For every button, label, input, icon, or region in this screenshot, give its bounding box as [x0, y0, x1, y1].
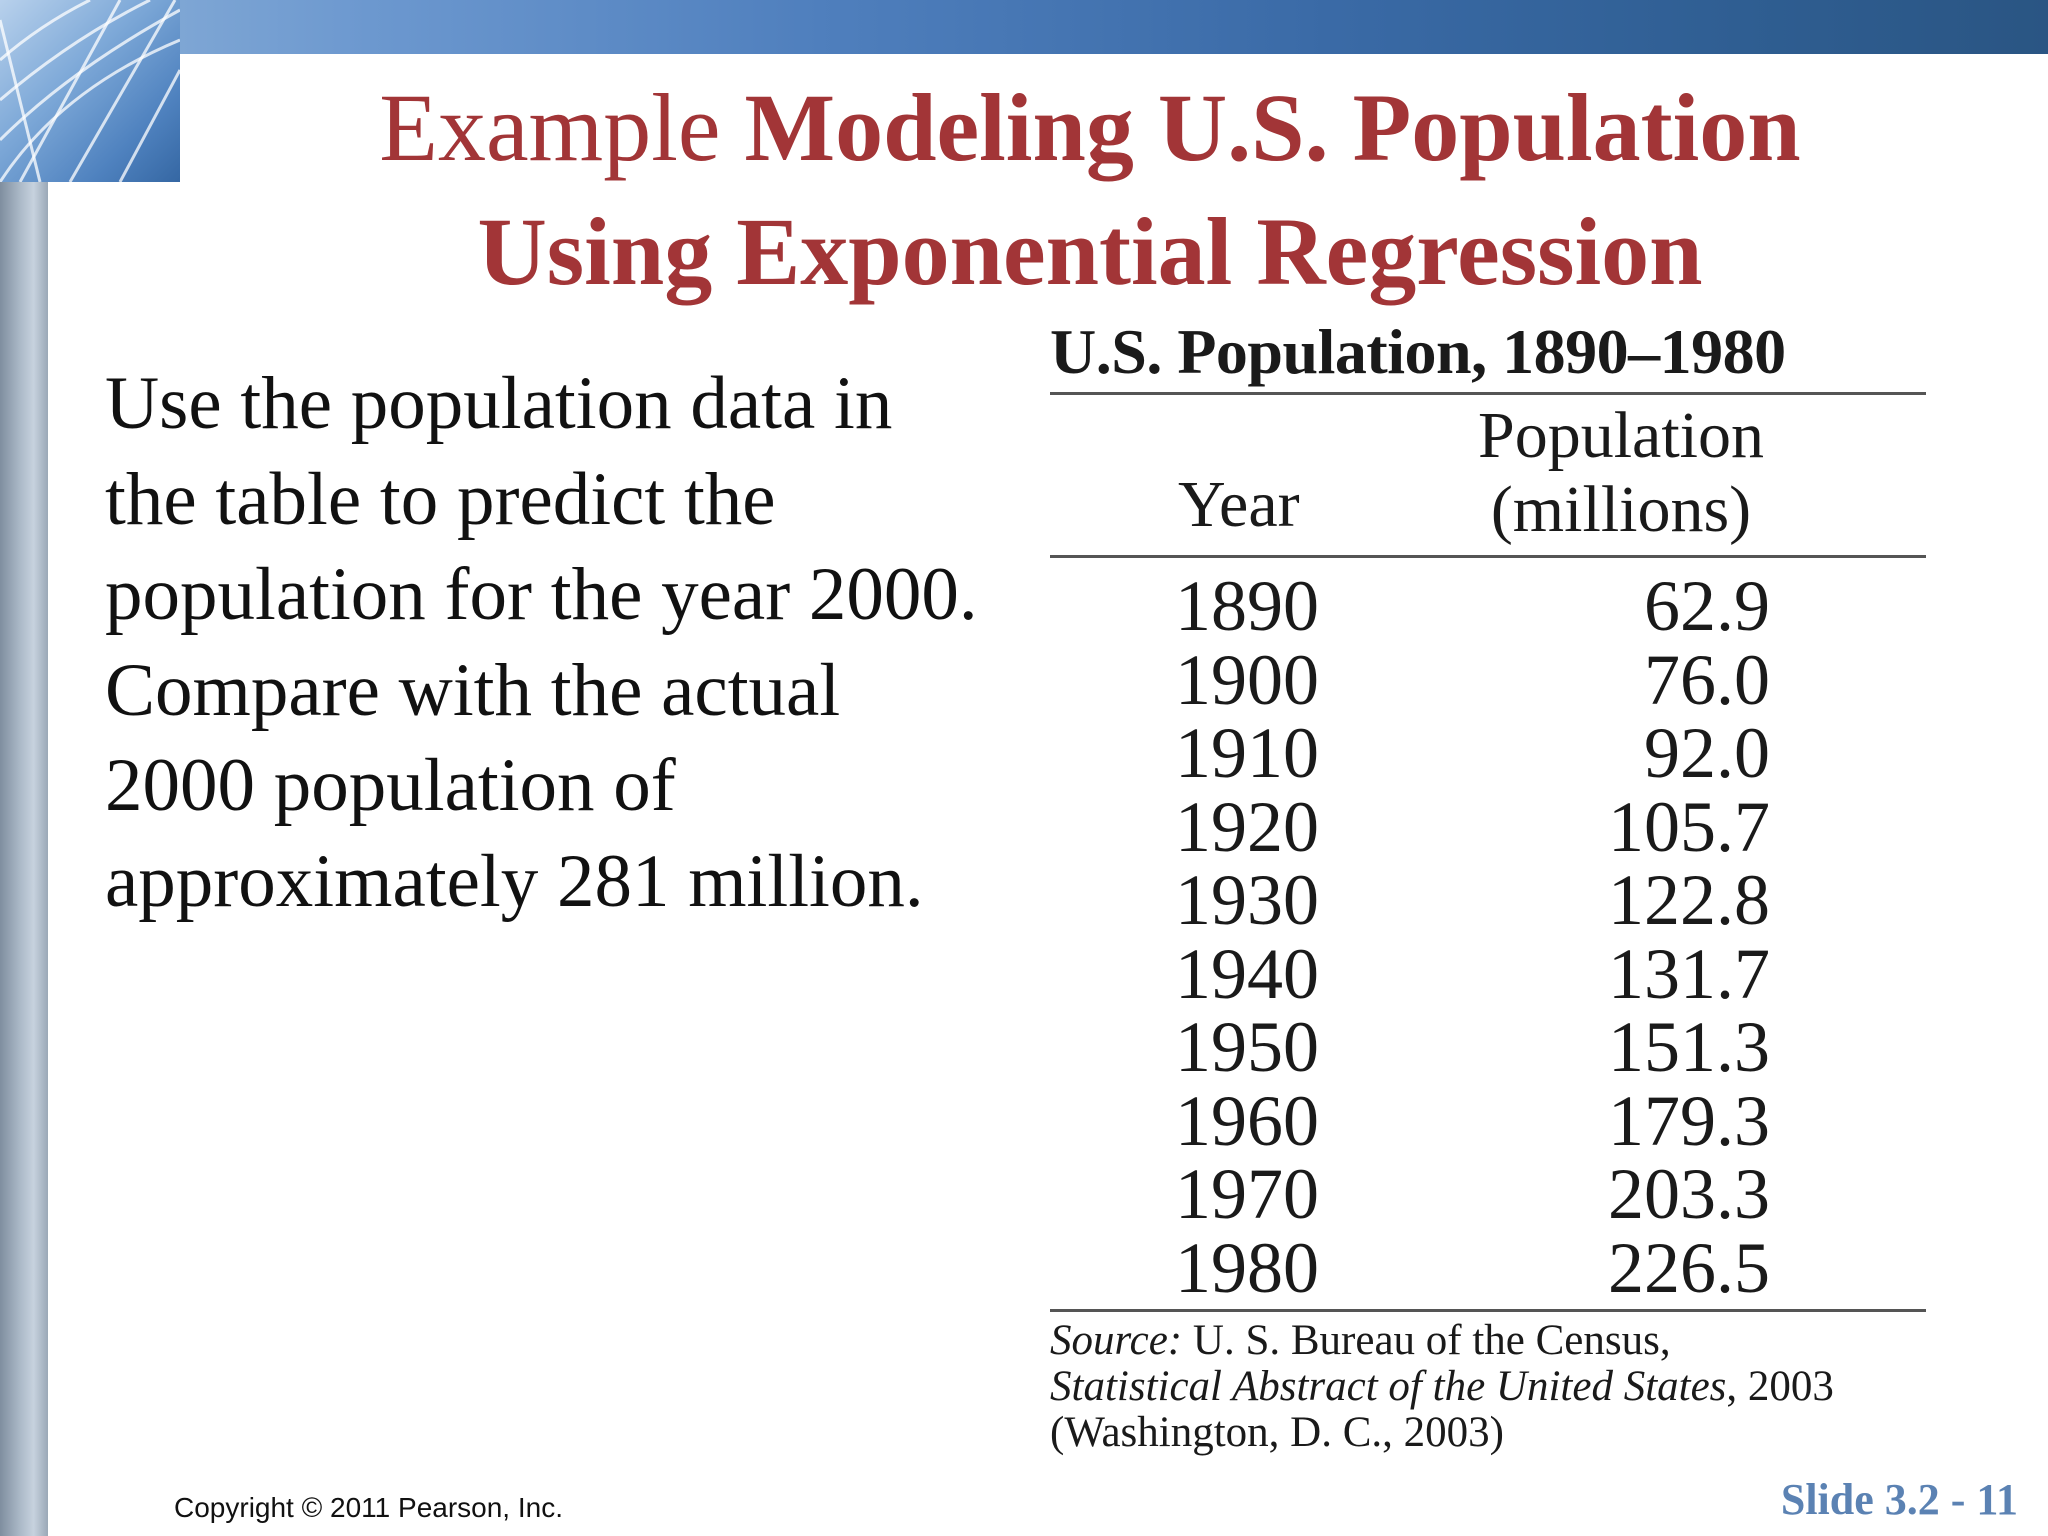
row-population: 62.9 [1644, 566, 1770, 646]
row-population: 131.7 [1608, 933, 1770, 1014]
row-population: 226.5 [1608, 1227, 1770, 1308]
title-line-1: Example Modeling U.S. Population [170, 66, 2010, 190]
table-row: 1960 179.3 [1050, 1080, 1926, 1161]
row-population: 76.0 [1644, 639, 1770, 720]
table-row: 1940 131.7 [1050, 933, 1926, 1014]
row-year: 1940 [1175, 933, 1319, 1014]
table-source: Source: U. S. Bureau of the Census, Stat… [1050, 1312, 1926, 1456]
row-year: 1920 [1175, 786, 1319, 867]
left-banner [0, 0, 48, 1536]
table-top-rule [1050, 392, 1926, 395]
copyright-notice: Copyright © 2011 Pearson, Inc. [174, 1492, 563, 1523]
source-publication: Statistical Abstract of the United State… [1050, 1363, 1727, 1410]
row-year: 1900 [1175, 639, 1319, 720]
header-population-line1: Population [1477, 399, 1764, 472]
corner-architecture-image [0, 0, 180, 182]
table-row: 1920 105.7 [1050, 786, 1926, 867]
table-row: 1930 122.8 [1050, 860, 1926, 940]
row-year: 1950 [1175, 1007, 1319, 1087]
header-year: Year [1178, 468, 1300, 541]
row-year: 1890 [1175, 566, 1319, 646]
header-population-line2: (millions) [1490, 473, 1752, 546]
table-row: 1950 151.3 [1050, 1007, 1926, 1087]
row-population: 151.3 [1608, 1007, 1770, 1087]
title-prefix: Example [379, 74, 721, 181]
header-population: Population (millions) [1456, 399, 1786, 547]
body-paragraph: Use the population data in the table to … [105, 362, 978, 923]
row-population: 203.3 [1608, 1154, 1770, 1234]
row-population: 105.7 [1608, 786, 1770, 867]
row-year: 1910 [1175, 713, 1319, 793]
table-body: 1890 62.9 1900 76.0 1910 92.0 1920 105.7 193… [1050, 558, 1926, 1309]
source-label: Source: [1050, 1317, 1183, 1364]
table-row: 1890 62.9 [1050, 566, 1926, 646]
source-line-1: Source: U. S. Bureau of the Census, [1050, 1318, 1926, 1364]
source-line-3: (Washington, D. C., 2003) [1050, 1409, 1504, 1456]
title-line1-bold: Modeling U.S. Population [744, 74, 1801, 181]
table-title: U.S. Population, 1890–1980 [1050, 316, 1786, 387]
row-year: 1960 [1175, 1080, 1319, 1161]
table-header-rule [1050, 555, 1926, 558]
table-header: Year Population (millions) [1050, 395, 1926, 555]
slide-number: Slide 3.2 - 11 [1780, 1475, 2018, 1524]
row-year: 1970 [1175, 1154, 1319, 1234]
top-banner [0, 0, 2048, 54]
row-year: 1980 [1175, 1227, 1319, 1308]
table-bottom-rule [1050, 1309, 1926, 1312]
source-agency: U. S. Bureau of the Census, [1192, 1317, 1671, 1364]
slide-title: Example Modeling U.S. Population Using E… [170, 66, 2010, 314]
table-row: 1980 226.5 [1050, 1227, 1926, 1308]
title-line-2: Using Exponential Regression [477, 198, 1703, 305]
row-year: 1930 [1175, 860, 1319, 940]
table-row: 1900 76.0 [1050, 639, 1926, 720]
table-row: 1970 203.3 [1050, 1154, 1926, 1234]
row-population: 122.8 [1608, 860, 1770, 940]
table-row: 1910 92.0 [1050, 713, 1926, 793]
source-year: , 2003 [1726, 1363, 1834, 1410]
row-population: 179.3 [1608, 1080, 1770, 1161]
source-line-2: Statistical Abstract of the United State… [1050, 1364, 1926, 1410]
row-population: 92.0 [1644, 713, 1770, 793]
population-table: U.S. Population, 1890–1980 Year Populati… [1050, 312, 1926, 1456]
